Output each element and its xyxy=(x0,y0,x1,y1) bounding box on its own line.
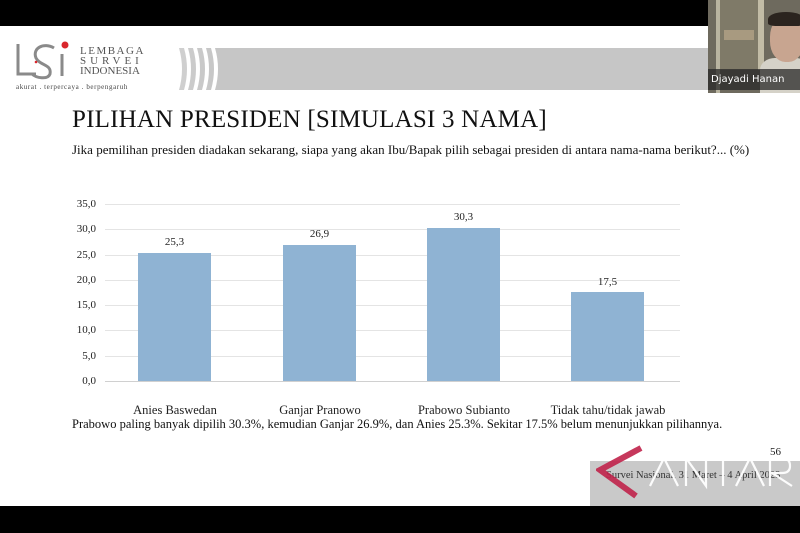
bar xyxy=(283,245,356,381)
x-category-label: Ganjar Pranowo xyxy=(279,403,361,417)
y-tick: 5,0 xyxy=(82,350,96,362)
participant-name: Djayadi Hanan xyxy=(708,69,800,90)
y-tick: 15,0 xyxy=(76,299,96,311)
logo-line-1: LEMBAGA xyxy=(80,45,145,57)
bar-value-label: 25,3 xyxy=(164,236,185,248)
x-category-label: Anies Baswedan xyxy=(133,403,217,417)
header-arcs-decoration xyxy=(177,48,227,90)
cam-bg xyxy=(758,0,764,70)
y-tick: 20,0 xyxy=(76,274,96,286)
y-tick: 10,0 xyxy=(76,324,96,336)
antara-watermark-icon xyxy=(596,445,793,499)
logo-tagline: akurat . terpercaya . berpengaruh xyxy=(16,83,128,91)
bar xyxy=(571,292,644,381)
bar xyxy=(427,228,500,381)
y-tick: 35,0 xyxy=(76,198,96,210)
x-axis-baseline xyxy=(105,381,680,382)
y-tick: 30,0 xyxy=(76,223,96,235)
bottom-black-bar xyxy=(0,506,800,533)
top-black-bar xyxy=(0,0,800,26)
bar-chart: 35,0 30,0 25,0 20,0 15,0 10,0 5,0 0,0 25… xyxy=(60,196,700,417)
gridline xyxy=(105,204,680,205)
footer-box xyxy=(590,461,800,506)
y-tick: 25,0 xyxy=(76,249,96,261)
header-band xyxy=(177,48,710,90)
bar-value-label: 26,9 xyxy=(309,228,330,240)
gridline xyxy=(105,305,680,306)
lsi-logo: LEMBAGA SURVEI INDONESIA akurat . terper… xyxy=(14,40,154,95)
page-number: 56 xyxy=(770,446,781,458)
x-category-label: Prabowo Subianto xyxy=(417,403,510,417)
chart-summary: Prabowo paling banyak dipilih 30.3%, kem… xyxy=(72,417,723,431)
gridline xyxy=(105,229,680,230)
lsi-logo-mark-icon xyxy=(16,41,69,80)
x-category-label: Tidak tahu/tidak jawab xyxy=(550,403,666,417)
presentation-slide: LEMBAGA SURVEI INDONESIA akurat . terper… xyxy=(0,26,800,506)
bar xyxy=(138,253,211,381)
cam-bg xyxy=(716,0,720,93)
survey-footer: Survei Nasional, 31 Maret – 4 April 2023 xyxy=(606,470,781,481)
logo-line-2: SURVEI xyxy=(80,55,143,67)
cam-bg xyxy=(724,30,754,40)
cam-person-hair xyxy=(768,12,800,26)
bar-value-label: 17,5 xyxy=(597,276,618,288)
gridline xyxy=(105,356,680,357)
slide-title: PILIHAN PRESIDEN [SIMULASI 3 NAMA] xyxy=(72,106,547,133)
gridline xyxy=(105,330,680,331)
gridline xyxy=(105,280,680,281)
gridline xyxy=(105,255,680,256)
slide-question: Jika pemilihan presiden diadakan sekaran… xyxy=(72,142,750,157)
logo-line-3: INDONESIA xyxy=(80,65,140,77)
bar-value-label: 30,3 xyxy=(453,211,474,223)
y-tick: 0,0 xyxy=(82,375,96,387)
webcam-video-tile[interactable]: Djayadi Hanan xyxy=(708,0,800,93)
